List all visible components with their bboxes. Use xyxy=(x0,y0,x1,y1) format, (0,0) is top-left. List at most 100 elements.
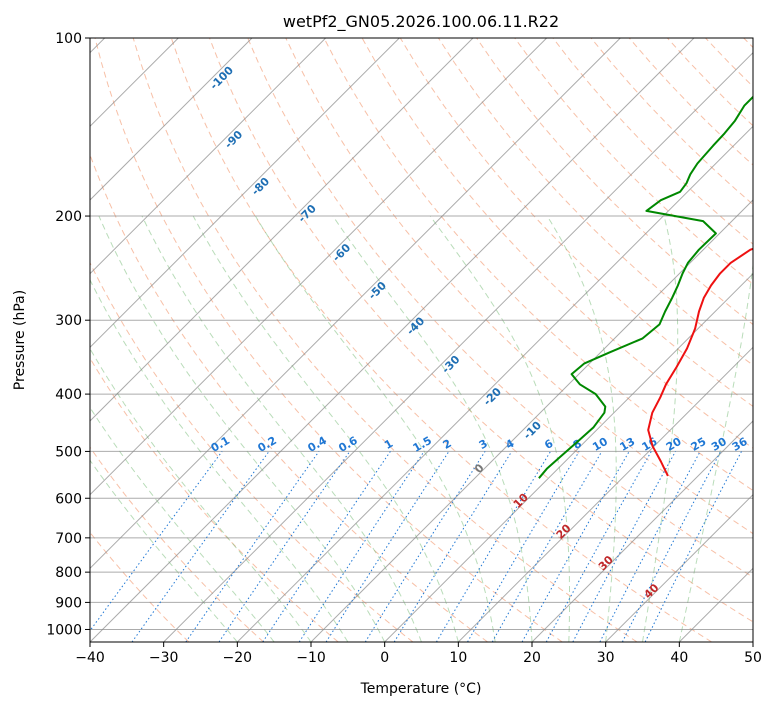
dry-adiabat-line xyxy=(437,38,753,366)
moist-adiabat-line xyxy=(678,261,753,642)
moist-adiabat-line xyxy=(141,215,422,642)
moist-adiabat-label: 20 xyxy=(554,521,574,541)
isotherm-line xyxy=(90,38,695,642)
mixing-ratio-line xyxy=(599,451,701,642)
dry-adiabat-line xyxy=(323,38,753,492)
y-tick-label: 300 xyxy=(55,313,82,329)
dry-adiabat-label: -30 xyxy=(439,353,462,376)
mixing-ratio-label: 6 xyxy=(542,437,555,452)
moist-adiabat-line xyxy=(642,215,679,642)
dry-adiabat-label: -80 xyxy=(249,175,272,198)
dry-adiabat-line xyxy=(552,38,753,245)
dry-adiabat-line xyxy=(170,38,712,642)
mixing-ratio-line xyxy=(90,451,223,632)
isotherm-line xyxy=(90,38,474,422)
x-tick-label: 10 xyxy=(449,650,467,666)
mixing-ratio-label: 4 xyxy=(503,437,516,452)
isotherm-line xyxy=(90,38,621,570)
dry-adiabat-line xyxy=(667,38,753,127)
y-tick-label: 600 xyxy=(55,491,82,507)
mixing-ratio-line xyxy=(621,451,722,642)
mixing-ratio-line xyxy=(364,451,486,642)
moist-adiabat-label: 10 xyxy=(511,491,531,511)
dewpoint-profile-line xyxy=(538,95,753,479)
dry-adiabat-line xyxy=(285,38,753,535)
dry-adiabat-line xyxy=(705,38,753,88)
mixing-ratio-label: 2 xyxy=(441,437,454,452)
dry-adiabat-line xyxy=(90,153,488,642)
y-tick-label: 400 xyxy=(55,387,82,403)
dry-adiabat-line xyxy=(94,38,563,642)
dry-adiabat-line xyxy=(90,357,339,642)
isotherm-line xyxy=(90,38,400,349)
x-tick-label: 30 xyxy=(597,650,615,666)
x-tick-label: −30 xyxy=(149,650,179,666)
mixing-ratio-line xyxy=(393,451,513,642)
x-axis-label: Temperature (°C) xyxy=(360,681,482,697)
isotherm-line xyxy=(163,51,753,642)
mixing-ratio-line xyxy=(644,451,742,642)
mixing-ratio-line xyxy=(262,451,391,642)
isotherm-line xyxy=(310,199,753,642)
x-tick-label: 0 xyxy=(380,650,389,666)
dry-adiabat-label: -20 xyxy=(481,385,504,408)
dry-adiabat-line xyxy=(247,38,753,578)
dry-adiabat-line xyxy=(590,38,753,206)
chart-title: wetPf2_GN05.2026.100.06.11.R22 xyxy=(283,12,559,32)
mixing-ratio-line xyxy=(572,451,676,642)
dry-adiabat-line xyxy=(743,38,753,49)
x-tick-label: 50 xyxy=(744,650,762,666)
isotherm-line xyxy=(384,272,753,642)
mixing-ratio-line xyxy=(467,451,580,642)
temperature-profile-line xyxy=(647,247,753,477)
mixing-ratio-line xyxy=(298,451,425,642)
dry-adiabat-line xyxy=(132,38,638,642)
mixing-ratio-line xyxy=(435,451,552,642)
x-axis: −40 −30 −20 −10 0 10 20 30 40 50 xyxy=(75,642,762,666)
x-tick-label: 20 xyxy=(523,650,541,666)
y-tick-label: 700 xyxy=(55,531,82,547)
dry-adiabat-line xyxy=(209,38,753,623)
dry-adiabat-line xyxy=(90,446,264,642)
mixing-ratio-line xyxy=(218,451,351,642)
y-tick-label: 500 xyxy=(55,444,82,460)
moist-adiabat-line xyxy=(546,215,617,642)
dry-adiabat-label: -70 xyxy=(296,202,319,225)
moist-adiabat-line xyxy=(90,459,238,642)
x-tick-label: −40 xyxy=(75,650,105,666)
mixing-ratio-line xyxy=(545,451,652,642)
y-axis-label: Pressure (hPa) xyxy=(12,290,28,390)
moist-adiabat-line xyxy=(90,406,275,642)
isotherm-line xyxy=(531,420,753,642)
x-tick-label: −10 xyxy=(296,650,326,666)
plot-area: 0.1 0.2 0.4 0.6 1 1.5 2 3 4 6 8 10 13 16 20 25 30 36-100-… xyxy=(90,38,753,642)
isotherm-line xyxy=(90,38,253,201)
y-tick-label: 900 xyxy=(55,595,82,611)
dry-adiabat-line xyxy=(90,261,414,642)
mixing-ratio-line xyxy=(325,451,450,642)
dry-adiabat-label: -50 xyxy=(366,279,389,302)
dry-adiabat-line xyxy=(90,531,190,642)
moist-adiabat-line xyxy=(429,215,571,642)
dry-adiabat-line xyxy=(514,38,753,285)
moist-adiabat-line xyxy=(98,215,386,642)
y-axis: 100 200 300 400 500 600 700 800 900 1000 xyxy=(46,31,90,638)
isotherm-line xyxy=(752,641,753,642)
moist-adiabat-line xyxy=(332,215,533,642)
dry-adiabat-label: -90 xyxy=(222,128,245,151)
dry-adiabat-label: -10 xyxy=(521,418,544,441)
dry-adiabat-label: -100 xyxy=(207,63,236,92)
mixing-ratio-line xyxy=(521,451,630,642)
isotherm-line xyxy=(90,38,327,275)
isotherm-line xyxy=(236,125,753,642)
isotherm-line xyxy=(678,567,753,642)
moist-adiabat-label: 30 xyxy=(596,553,616,573)
mixing-ratio-line xyxy=(131,451,270,642)
moist-adiabat-line xyxy=(90,347,312,642)
y-tick-label: 1000 xyxy=(46,622,82,638)
y-tick-label: 100 xyxy=(55,31,82,47)
mixing-ratio-line xyxy=(185,451,320,642)
y-tick-label: 200 xyxy=(55,209,82,225)
plot-frame xyxy=(89,37,754,643)
